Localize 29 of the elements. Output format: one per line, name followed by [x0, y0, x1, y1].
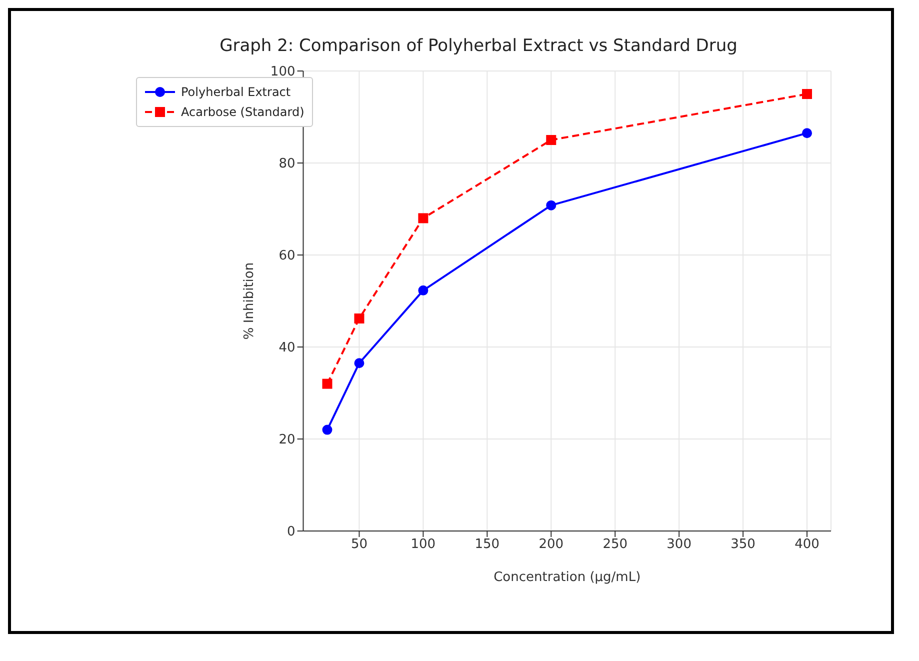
x-tick-label: 200: [538, 537, 564, 552]
y-tick-label: 0: [286, 524, 296, 540]
point: [418, 213, 428, 224]
point: [354, 358, 364, 368]
point: [546, 135, 556, 145]
y-axis-title: % Inhibition: [242, 262, 257, 340]
x-tick-label: 300: [666, 537, 692, 552]
x-tick-label: 50: [350, 537, 368, 552]
point: [354, 313, 364, 324]
point: [802, 89, 812, 99]
x-tick-label: 250: [602, 537, 628, 552]
legend-label: Acarbose (Standard): [181, 104, 304, 121]
point: [802, 128, 812, 138]
chart-title: Graph 2: Comparison of Polyherbal Extract vs Standard Drug: [220, 36, 738, 56]
x-tick-label: 400: [794, 537, 820, 552]
x-axis-title: Concentration (µg/mL): [494, 570, 641, 585]
y-tick-label: 40: [278, 340, 296, 356]
point: [418, 285, 428, 296]
y-tick-label: 60: [278, 248, 296, 264]
point: [322, 424, 332, 435]
x-tick-label: 100: [410, 537, 436, 552]
y-tick-label: 100: [270, 64, 296, 80]
point: [546, 200, 556, 210]
point: [322, 378, 332, 389]
y-tick-label: 80: [278, 156, 296, 172]
legend-label: Polyherbal Extract: [181, 84, 291, 101]
y-tick-label: 20: [278, 432, 296, 448]
x-tick-label: 150: [474, 537, 500, 552]
x-tick-label: 350: [730, 537, 756, 552]
